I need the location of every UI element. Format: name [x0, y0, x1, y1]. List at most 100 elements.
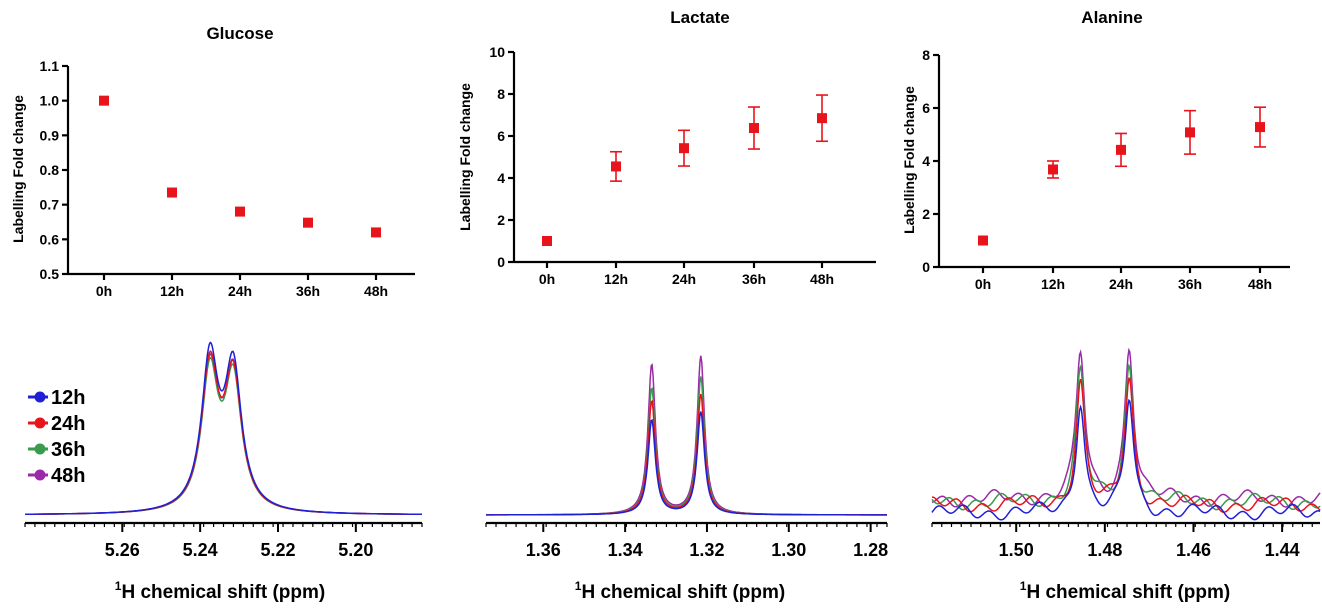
legend-label: 48h: [51, 465, 85, 487]
glucose-fold-change-plot: Glucose Labelling Fold change 0.5 0.6 0.7 0…: [10, 24, 415, 299]
y-tick-label: 0.6: [40, 231, 60, 247]
spectrum-line-36h: [931, 363, 1321, 511]
alanine-spectrum-plot: 1H chemical shift (ppm) 1.50 1.48 1.46 1.44: [931, 347, 1321, 603]
y-tick-label: 0: [922, 259, 930, 275]
data-point: [1255, 122, 1265, 133]
y-tick-label: 0: [497, 254, 505, 270]
data-point: [1116, 144, 1126, 155]
x-tick-label: 24h: [1109, 276, 1133, 292]
x-tick-label: 1.32: [689, 540, 724, 560]
y-tick-label: 6: [497, 128, 505, 144]
plot-title: Alanine: [1081, 8, 1142, 27]
x-tick-label: 5.24: [183, 540, 218, 560]
y-axis-label: Labelling Fold change: [901, 86, 917, 234]
x-tick-label: 24h: [228, 283, 252, 299]
spectrum-line-12h: [25, 341, 422, 516]
plot-title: Lactate: [670, 8, 730, 27]
spectrum-line-12h: [931, 398, 1321, 521]
x-tick-label: 0h: [96, 283, 112, 299]
spectrum-line-12h: [486, 411, 887, 516]
alanine-fold-change-plot: Alanine Labelling Fold change 0 2 4 6 8 0h 12h…: [901, 8, 1290, 292]
legend: 12h 24h 36h 48h: [28, 387, 85, 487]
x-tick-label: 1.44: [1265, 540, 1300, 560]
x-axis-label-text: H chemical shift (ppm): [121, 582, 325, 603]
x-tick-label: 0h: [975, 276, 991, 292]
spectrum-line-24h: [931, 377, 1321, 513]
x-tick-label: 12h: [604, 271, 628, 287]
spectrum-line-48h: [931, 347, 1321, 508]
y-tick-label: 6: [922, 100, 930, 116]
x-axis-label-text: H chemical shift (ppm): [1026, 582, 1230, 603]
x-tick-label: 5.22: [260, 540, 295, 560]
data-point: [1185, 127, 1195, 138]
x-tick-label: 36h: [296, 283, 320, 299]
legend-marker: [34, 469, 46, 481]
x-axis-label-superscript: 1: [1020, 579, 1027, 593]
y-tick-label: 8: [497, 86, 505, 102]
data-point: [542, 236, 552, 246]
x-axis-label: 1H chemical shift (ppm): [1020, 579, 1230, 603]
x-tick-label: 48h: [810, 271, 834, 287]
spectrum-line-36h: [486, 376, 887, 516]
x-tick-label: 1.34: [608, 540, 643, 560]
y-tick-label: 0.7: [40, 197, 60, 213]
spectrum-line-36h: [25, 356, 422, 516]
y-tick-label: 2: [497, 212, 505, 228]
data-point: [817, 113, 827, 124]
y-axis-label: Labelling Fold change: [10, 95, 26, 243]
x-axis-label-text: H chemical shift (ppm): [581, 582, 785, 603]
x-tick-label: 36h: [742, 271, 766, 287]
y-axis-label: Labelling Fold change: [457, 83, 473, 231]
plot-title: Glucose: [206, 24, 273, 43]
data-point: [167, 187, 177, 198]
x-tick-label: 36h: [1178, 276, 1202, 292]
lactate-fold-change-plot: Lactate Labelling Fold change 0 2 4 6 8 10 0h 1…: [457, 8, 876, 287]
data-point: [303, 217, 313, 228]
legend-label: 36h: [51, 439, 85, 461]
spectrum-line-48h: [486, 355, 887, 516]
data-point: [371, 227, 381, 238]
y-tick-label: 0.9: [40, 127, 60, 143]
y-tick-label: 4: [922, 153, 930, 169]
x-tick-label: 1.36: [526, 540, 561, 560]
x-tick-label: 48h: [1248, 276, 1272, 292]
x-tick-label: 12h: [1041, 276, 1065, 292]
lactate-spectrum-plot: 1H chemical shift (ppm) 1.36 1.34 1.32 1.30…: [485, 355, 888, 603]
legend-marker: [34, 443, 46, 455]
y-tick-label: 2: [922, 206, 930, 222]
x-axis-label-superscript: 1: [115, 579, 122, 593]
data-point: [99, 95, 109, 106]
data-point: [235, 206, 245, 217]
y-tick-label: 1.0: [40, 93, 60, 109]
x-tick-label: 1.50: [999, 540, 1034, 560]
data-point: [978, 235, 988, 246]
legend-marker: [34, 391, 46, 403]
x-axis-label: 1H chemical shift (ppm): [575, 579, 785, 603]
x-tick-label: 12h: [160, 283, 184, 299]
legend-label: 12h: [51, 387, 85, 409]
x-axis-label: 1H chemical shift (ppm): [115, 579, 325, 603]
data-point: [1048, 164, 1058, 175]
x-tick-label: 1.28: [853, 540, 888, 560]
x-tick-label: 1.46: [1176, 540, 1211, 560]
x-tick-label: 5.20: [338, 540, 373, 560]
legend-label: 24h: [51, 413, 85, 435]
x-tick-label: 1.48: [1087, 540, 1122, 560]
x-tick-label: 0h: [539, 271, 555, 287]
legend-marker: [34, 417, 46, 429]
y-tick-label: 0.8: [40, 162, 60, 178]
data-point: [611, 161, 621, 172]
x-tick-label: 48h: [364, 283, 388, 299]
y-tick-label: 1.1: [40, 58, 60, 74]
y-tick-label: 0.5: [40, 266, 60, 282]
spectrum-line-24h: [486, 393, 887, 516]
y-tick-label: 4: [497, 170, 505, 186]
x-tick-label: 1.30: [771, 540, 806, 560]
y-tick-label: 10: [489, 44, 505, 60]
x-tick-label: 5.26: [105, 540, 140, 560]
data-point: [679, 143, 689, 154]
data-point: [749, 123, 759, 134]
x-tick-label: 24h: [672, 271, 696, 287]
